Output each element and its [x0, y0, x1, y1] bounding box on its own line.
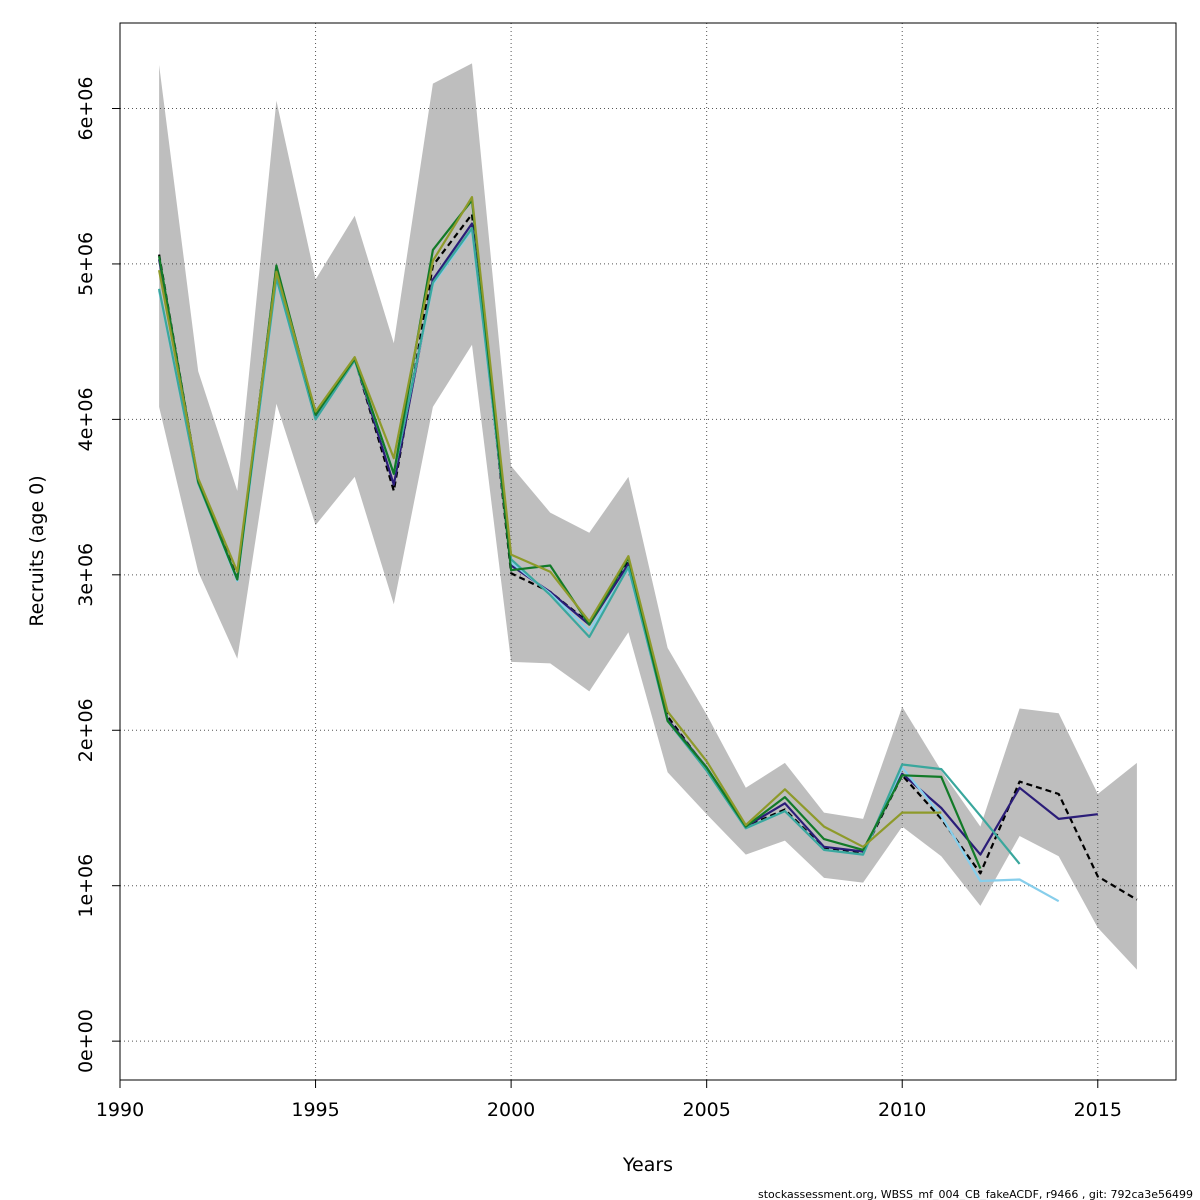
series-line-6 — [158, 196, 942, 848]
x-tick-label: 1995 — [291, 1099, 339, 1121]
confidence-band — [159, 63, 1137, 970]
y-axis-title: Recruits (age 0) — [26, 475, 48, 626]
footer-text: stockassessment.org, WBSS_mf_004_CB_fake… — [758, 1188, 1193, 1200]
series-layer — [158, 196, 1138, 903]
grid-layer — [120, 23, 1176, 1080]
y-tick-label: 0e+00 — [75, 1009, 97, 1073]
y-tick-label: 1e+06 — [75, 854, 97, 918]
y-tick-label: 3e+06 — [75, 543, 97, 607]
y-tick-label: 5e+06 — [75, 232, 97, 296]
axis-layer: 1990 1995 2000 2005 2010 2015 0e+00 1e+06 2e+06 3… — [75, 77, 1122, 1121]
y-tick-label: 6e+06 — [75, 77, 97, 141]
confidence-band-layer — [159, 63, 1137, 970]
x-tick-label: 1990 — [96, 1099, 144, 1121]
x-tick-label: 2010 — [878, 1099, 926, 1121]
y-tick-label: 2e+06 — [75, 698, 97, 762]
x-tick-label: 2005 — [682, 1099, 730, 1121]
y-tick-label: 4e+06 — [75, 387, 97, 451]
x-tick-label: 2015 — [1074, 1099, 1122, 1121]
x-tick-label: 2000 — [487, 1099, 535, 1121]
x-axis-title: Years — [622, 1154, 673, 1176]
